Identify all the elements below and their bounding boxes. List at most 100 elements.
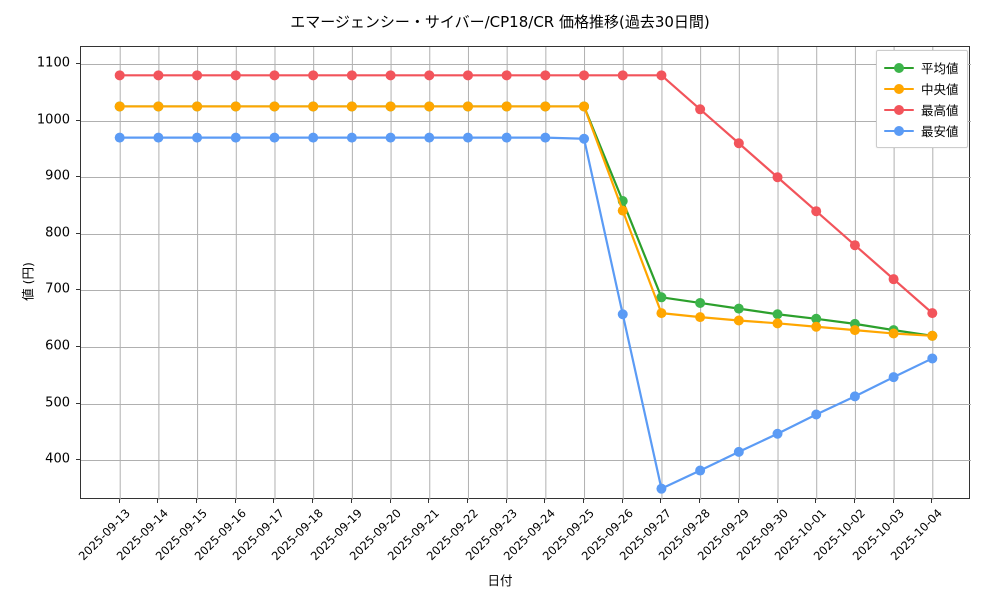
legend-item-label: 中央値 (921, 82, 959, 97)
data-point-marker (656, 483, 667, 494)
data-point-marker (462, 70, 473, 81)
data-point-marker (849, 240, 860, 251)
data-point-marker (385, 70, 396, 81)
data-point-marker (695, 465, 706, 476)
legend-swatch-icon (884, 124, 914, 138)
data-point-marker (308, 101, 319, 112)
y-axis-tick-mark (76, 459, 80, 460)
legend-item[interactable]: 中央値 (884, 78, 959, 99)
data-point-marker (772, 172, 783, 183)
y-axis-tick-mark (76, 176, 80, 177)
legend-item-label: 最安値 (921, 124, 959, 139)
x-axis-tick-mark (351, 499, 352, 503)
data-point-marker (346, 132, 357, 143)
y-axis-tick-label: 600 (45, 338, 70, 354)
data-point-marker (346, 101, 357, 112)
series-line (118, 74, 934, 315)
data-point-marker (888, 274, 899, 285)
y-axis-tick-label: 800 (45, 225, 70, 241)
y-axis-tick-mark (76, 403, 80, 404)
series-line (118, 105, 934, 337)
x-axis-tick-mark (583, 499, 584, 503)
legend-swatch-icon (884, 82, 914, 96)
x-axis-title: 日付 (487, 573, 513, 588)
data-point-marker (153, 101, 164, 112)
data-point-marker (424, 101, 435, 112)
data-point-marker (462, 132, 473, 143)
data-point-marker (617, 309, 628, 320)
x-axis-tick-mark (544, 499, 545, 503)
y-axis-tick-label: 900 (45, 168, 70, 184)
x-axis-tick-mark (854, 499, 855, 503)
plot-area (80, 46, 971, 500)
legend-item[interactable]: 最安値 (884, 120, 959, 141)
legend-item[interactable]: 平均値 (884, 57, 959, 78)
data-point-marker (617, 205, 628, 216)
legend-item-label: 最高値 (921, 103, 959, 118)
data-point-marker (230, 101, 241, 112)
data-point-marker (733, 138, 744, 149)
data-point-marker (114, 70, 125, 81)
data-point-marker (501, 101, 512, 112)
y-axis-tick-label: 700 (45, 281, 70, 297)
data-point-marker (927, 308, 938, 319)
data-point-marker (656, 308, 667, 319)
x-axis-tick-mark (196, 499, 197, 503)
data-point-marker (579, 101, 590, 112)
data-point-marker (192, 132, 203, 143)
legend-item[interactable]: 最高値 (884, 99, 959, 120)
data-point-marker (192, 101, 203, 112)
data-point-marker (579, 133, 590, 144)
y-axis-tick-label: 500 (45, 395, 70, 411)
series-lines (114, 70, 938, 494)
data-point-marker (772, 309, 783, 320)
data-point-marker (424, 70, 435, 81)
x-axis-tick-mark (390, 499, 391, 503)
legend-swatch-icon (884, 103, 914, 117)
x-axis-tick-mark (312, 499, 313, 503)
data-point-marker (308, 70, 319, 81)
data-point-marker (888, 372, 899, 383)
y-axis-tick-label: 1100 (36, 55, 70, 71)
data-point-marker (153, 132, 164, 143)
y-axis-tick-label: 400 (45, 451, 70, 467)
data-point-marker (927, 330, 938, 341)
data-point-marker (230, 132, 241, 143)
x-axis-tick-mark (273, 499, 274, 503)
data-point-marker (888, 328, 899, 339)
x-axis-tick-mark (622, 499, 623, 503)
x-axis-tick-mark (815, 499, 816, 503)
data-point-marker (308, 132, 319, 143)
data-point-marker (579, 70, 590, 81)
data-point-marker (656, 70, 667, 81)
grid-lines (81, 47, 971, 500)
data-point-marker (733, 446, 744, 457)
data-point-marker (811, 321, 822, 332)
data-point-marker (501, 70, 512, 81)
data-point-marker (114, 132, 125, 143)
data-point-marker (192, 70, 203, 81)
x-axis-tick-mark (931, 499, 932, 503)
y-axis-tick-label: 1000 (36, 112, 70, 128)
data-point-marker (617, 70, 628, 81)
data-point-marker (501, 132, 512, 143)
data-point-marker (269, 70, 280, 81)
data-point-marker (849, 325, 860, 336)
x-axis-tick-mark (893, 499, 894, 503)
data-point-marker (114, 101, 125, 112)
data-point-marker (269, 132, 280, 143)
x-axis-tick-mark (738, 499, 739, 503)
y-axis-tick-mark (76, 233, 80, 234)
series-line (118, 105, 934, 337)
data-point-marker (540, 70, 551, 81)
data-point-marker (811, 409, 822, 420)
data-point-marker (849, 391, 860, 402)
data-point-marker (811, 206, 822, 217)
data-point-marker (733, 315, 744, 326)
x-axis-tick-mark (506, 499, 507, 503)
data-point-marker (230, 70, 241, 81)
x-axis-tick-mark (428, 499, 429, 503)
data-point-marker (385, 101, 396, 112)
y-axis-tick-mark (76, 63, 80, 64)
